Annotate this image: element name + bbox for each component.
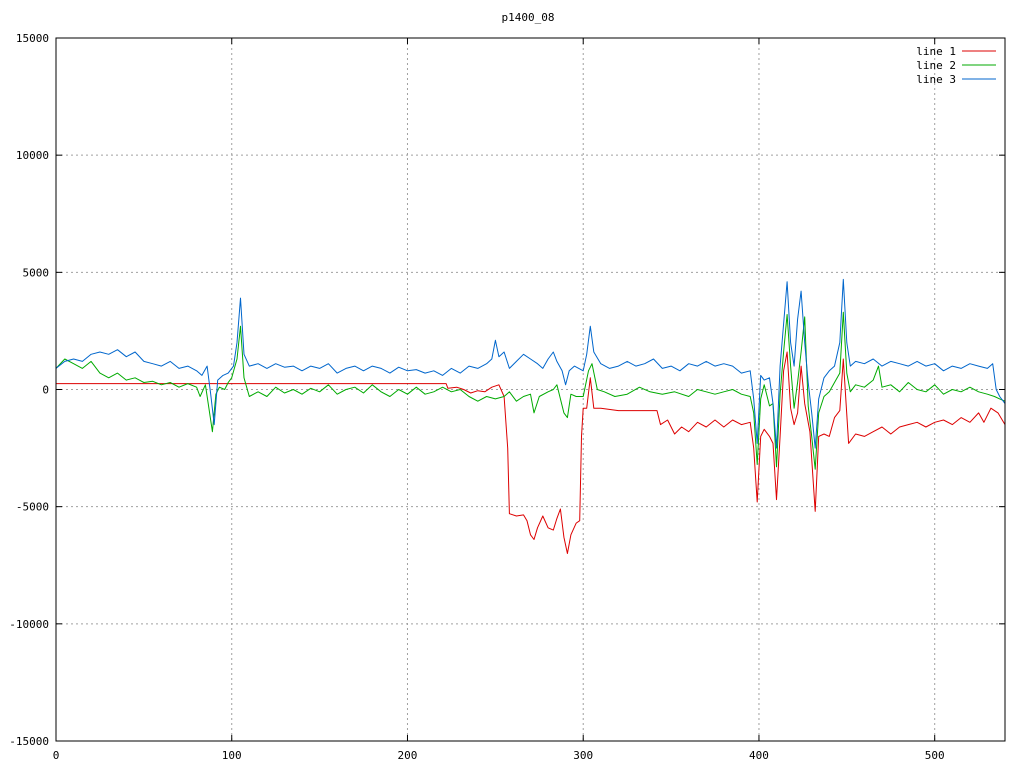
y-tick-label: 15000 — [16, 32, 49, 45]
legend-label-3: line 3 — [916, 73, 956, 86]
series-line-1 — [56, 351, 1006, 554]
y-tick-label: -10000 — [9, 618, 49, 631]
legend-label-2: line 2 — [916, 59, 956, 72]
series-line-3 — [55, 278, 1006, 449]
x-tick-label: 200 — [398, 749, 418, 762]
x-tick-label: 400 — [749, 749, 769, 762]
y-tick-label: -15000 — [9, 735, 49, 748]
x-tick-label: 100 — [222, 749, 242, 762]
chart-title: p1400_08 — [502, 11, 555, 24]
axis-ticks: 0 100 200 300 400 500 -15000 -10000 -5000 0 5000 10… — [9, 32, 1005, 762]
series-lines — [55, 278, 1006, 554]
x-tick-label: 0 — [53, 749, 60, 762]
x-tick-label: 500 — [925, 749, 945, 762]
x-tick-label: 300 — [573, 749, 593, 762]
y-tick-label: 5000 — [23, 266, 50, 279]
y-tick-label: -5000 — [16, 501, 49, 514]
legend-label-1: line 1 — [916, 45, 956, 58]
grid-lines — [56, 38, 1005, 741]
y-tick-label: 10000 — [16, 149, 49, 162]
y-tick-label: 0 — [42, 384, 49, 397]
series-line-2 — [55, 311, 1006, 470]
